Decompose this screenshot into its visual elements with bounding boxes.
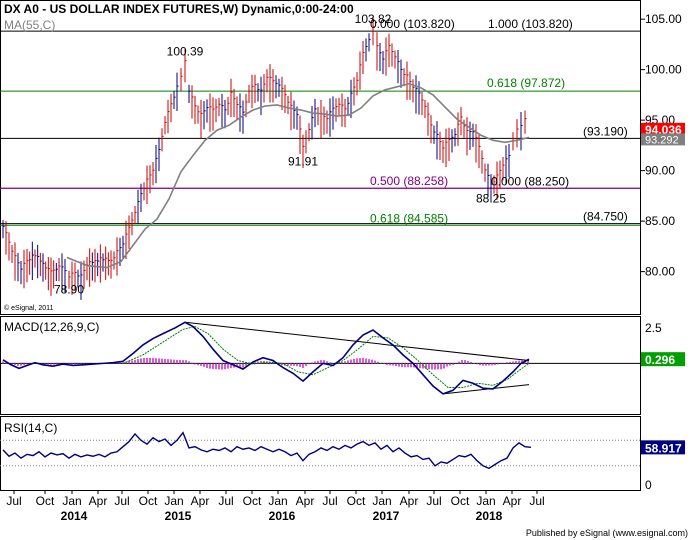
month-tick-label: Apr bbox=[89, 494, 108, 508]
rsi-lines-layer bbox=[0, 431, 640, 470]
price-lines-layer bbox=[66, 82, 530, 269]
year-tick-label: 2014 bbox=[61, 509, 88, 523]
year-tick-label: 2016 bbox=[269, 509, 296, 523]
price-tick-label: 85.00 bbox=[645, 214, 675, 228]
macd-axis-tick: 2.5 bbox=[645, 321, 662, 335]
rsi-title: RSI(14,C) bbox=[4, 421, 57, 435]
month-tick-label: Oct bbox=[36, 494, 55, 508]
macd-line bbox=[2, 321, 530, 395]
month-tick-label: Jan bbox=[62, 494, 81, 508]
month-tick-label: Apr bbox=[191, 494, 210, 508]
ma-legend: MA(55,C) bbox=[4, 18, 55, 32]
month-tick-label: Jul bbox=[529, 494, 544, 508]
price-tick-label: 100.00 bbox=[645, 63, 682, 77]
month-tick-label: Oct bbox=[451, 494, 470, 508]
month-tick-label: Jan bbox=[476, 494, 495, 508]
level-label: (93.190) bbox=[583, 124, 628, 138]
ma-price-marker: 93.292 bbox=[641, 133, 685, 146]
footer-credit: Published by eSignal (www.esignal.com) bbox=[526, 528, 688, 538]
month-tick-label: Oct bbox=[347, 494, 366, 508]
level-label: 0.500 (88.258) bbox=[370, 174, 448, 188]
macd-signal-line bbox=[122, 325, 530, 388]
ma-price-box bbox=[641, 133, 685, 146]
rsi-line bbox=[2, 431, 532, 470]
swing-label: 91.91 bbox=[288, 154, 318, 168]
last-price-box bbox=[641, 122, 685, 137]
copyright-text: © eSignal, 2011 bbox=[4, 304, 54, 312]
price-tick-label: 90.00 bbox=[645, 164, 675, 178]
level-label: 0.618 (84.585) bbox=[370, 211, 448, 225]
swing-label: 88.25 bbox=[476, 191, 506, 205]
price-panel-frame bbox=[0, 0, 641, 315]
chart-title: DX A0 - US DOLLAR INDEX FUTURES,W) Dynam… bbox=[4, 2, 354, 16]
month-tick-label: Jul bbox=[218, 494, 233, 508]
swing-label: 78.90 bbox=[54, 283, 84, 297]
rsi-value-label: 58.917 bbox=[645, 441, 682, 455]
month-tick-label: Apr bbox=[296, 494, 315, 508]
last-price-marker: 94.036 bbox=[641, 122, 685, 137]
rsi-axis-tick: 0 bbox=[645, 478, 652, 492]
divergence-line bbox=[442, 384, 530, 395]
rsi-value-box bbox=[641, 440, 685, 455]
last-price-label: 94.036 bbox=[645, 123, 682, 137]
month-tick-label: Jul bbox=[426, 494, 441, 508]
level-label: 1.000 (103.820) bbox=[488, 17, 573, 31]
month-tick-label: Jul bbox=[6, 494, 21, 508]
price-bars-layer bbox=[2, 16, 527, 300]
level-label: 0.000 (88.250) bbox=[491, 174, 569, 188]
month-tick-label: Jan bbox=[164, 494, 183, 508]
swing-label: 103.82 bbox=[355, 12, 392, 26]
rsi-panel-frame bbox=[0, 416, 641, 491]
month-tick-label: Oct bbox=[139, 494, 158, 508]
macd-value-label: 0.296 bbox=[645, 353, 675, 367]
month-tick-label: Jul bbox=[114, 494, 129, 508]
level-label: 0.618 (97.872) bbox=[487, 76, 565, 90]
macd-title: MACD(12,26,9,C) bbox=[4, 320, 99, 334]
month-tick-label: Jan bbox=[372, 494, 391, 508]
price-annotations-layer: 0.000 (103.820) 1.000 (103.820) 0.618 (97.… bbox=[54, 12, 628, 297]
month-tick-label: Oct bbox=[243, 494, 262, 508]
macd-lines-layer bbox=[2, 321, 530, 395]
macd-value-box bbox=[641, 352, 685, 367]
macd-panel-frame bbox=[0, 316, 641, 415]
month-tick-label: Apr bbox=[503, 494, 522, 508]
level-label: (84.750) bbox=[583, 210, 628, 224]
swing-label: 100.39 bbox=[167, 45, 204, 59]
price-tick-label: 80.00 bbox=[645, 265, 675, 279]
year-tick-label: 2017 bbox=[373, 509, 400, 523]
month-tick-label: Apr bbox=[400, 494, 419, 508]
year-tick-label: 2018 bbox=[476, 509, 503, 523]
ma-price-label: 93.292 bbox=[645, 134, 679, 146]
month-tick-label: Jul bbox=[322, 494, 337, 508]
price-tick-label: 105.00 bbox=[645, 12, 682, 26]
level-label: 0.000 (103.820) bbox=[370, 17, 455, 31]
year-tick-label: 2015 bbox=[165, 509, 192, 523]
price-levels-layer bbox=[0, 30, 640, 226]
time-axis: Jul Oct Jan Apr Jul Oct Jan Apr Jul Oct Jan Apr Jul O… bbox=[6, 490, 545, 523]
ma-55-line bbox=[66, 82, 530, 269]
month-tick-label: Jan bbox=[268, 494, 287, 508]
